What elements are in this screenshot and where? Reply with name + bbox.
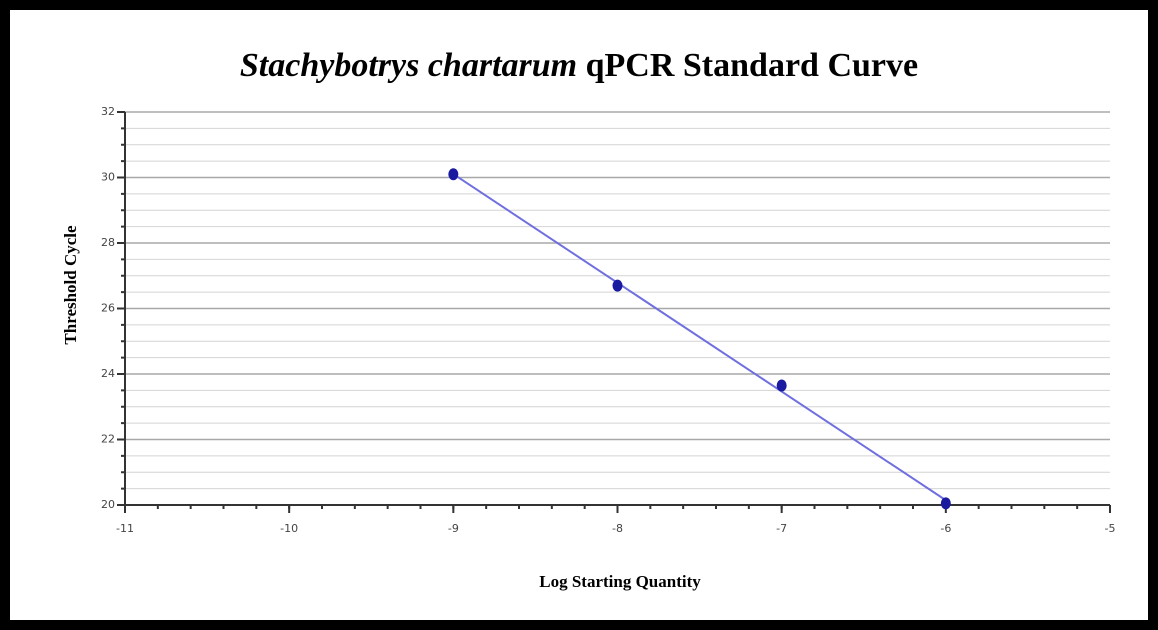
y-tick-label: 26	[101, 302, 115, 315]
x-tick-label: -11	[116, 522, 134, 535]
y-tick-label: 30	[101, 171, 115, 184]
title-rest: qPCR Standard Curve	[586, 47, 918, 84]
x-axis-label: Log Starting Quantity	[539, 572, 701, 591]
y-tick-label: 22	[101, 433, 115, 446]
chart-title: Stachybotrys chartarum qPCR Standard Cur…	[240, 47, 918, 84]
x-tick-label: -5	[1105, 522, 1116, 535]
data-point	[612, 279, 623, 292]
x-tick-label: -6	[940, 522, 951, 535]
y-tick-label: 20	[101, 498, 115, 511]
y-axis-label: Threshold Cycle	[61, 225, 80, 345]
y-tick-label: 24	[101, 367, 115, 380]
data-point	[776, 379, 787, 392]
x-tick-label: -9	[448, 522, 459, 535]
trendline	[452, 173, 947, 502]
x-tick-label: -8	[612, 522, 623, 535]
x-tick-label: -7	[776, 522, 787, 535]
x-tick-label: -10	[280, 522, 298, 535]
y-tick-label: 32	[101, 105, 115, 118]
data-point	[940, 497, 951, 510]
data-point	[448, 168, 459, 181]
y-tick-label: 28	[101, 236, 115, 249]
title-italic: Stachybotrys chartarum	[240, 47, 577, 84]
